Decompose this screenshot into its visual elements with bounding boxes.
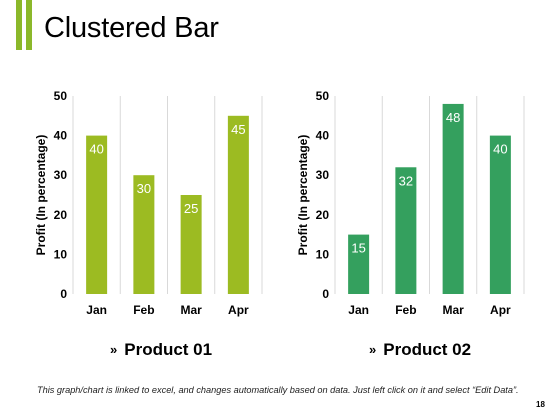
chart-product-02: 0 10 20 30 40 50 Profit (In percentage) 15 Jan 32…: [296, 89, 525, 317]
y-tick-label: 50: [316, 89, 330, 103]
y-tick-label: 30: [54, 168, 68, 182]
bar: [86, 135, 108, 294]
data-label: 25: [184, 201, 198, 216]
y-tick-label: 20: [316, 208, 330, 222]
footnote: This graph/chart is linked to excel, and…: [37, 385, 519, 395]
legend-label: Product 01: [124, 340, 213, 359]
bar: [489, 135, 511, 294]
y-tick-label: 30: [316, 168, 330, 182]
y-tick-label: 40: [54, 129, 68, 143]
accent-bar-right: [26, 0, 32, 50]
bar: [133, 175, 155, 294]
bar: [227, 115, 249, 294]
data-label: 15: [351, 241, 365, 256]
x-tick-label: Apr: [228, 303, 249, 317]
bar: [395, 167, 417, 294]
accent-bar-left: [16, 0, 22, 50]
y-tick-label: 0: [60, 287, 67, 301]
x-tick-label: Mar: [180, 303, 202, 317]
x-tick-label: Mar: [442, 303, 464, 317]
data-label: 40: [89, 142, 103, 157]
y-tick-label: 10: [316, 247, 330, 261]
legend-product-02: » Product 02: [369, 340, 471, 360]
y-tick-label: 40: [316, 129, 330, 143]
chevron-right-icon: »: [110, 342, 118, 357]
chart-product-01: 0 10 20 30 40 50 Profit (In percentage) 40 Jan 30…: [34, 89, 263, 317]
y-tick-label: 50: [54, 89, 68, 103]
x-tick-label: Apr: [490, 303, 511, 317]
slide-title: Clustered Bar: [44, 12, 219, 44]
y-tick-label: 20: [54, 208, 68, 222]
y-tick-label: 10: [54, 247, 68, 261]
page-number: 18: [536, 400, 545, 409]
chevron-right-icon: »: [369, 342, 377, 357]
data-label: 30: [137, 181, 151, 196]
x-tick-label: Feb: [133, 303, 154, 317]
legend-label: Product 02: [383, 340, 472, 359]
bar: [348, 234, 370, 294]
data-label: 40: [493, 142, 507, 157]
bar: [442, 103, 464, 294]
legend-product-01: » Product 01: [110, 340, 212, 360]
x-tick-label: Feb: [395, 303, 416, 317]
x-tick-label: Jan: [348, 303, 369, 317]
data-label: 32: [399, 173, 413, 188]
data-label: 48: [446, 110, 460, 125]
x-tick-label: Jan: [86, 303, 107, 317]
y-tick-label: 0: [322, 287, 329, 301]
y-axis-label: Profit (In percentage): [296, 135, 310, 256]
bar: [180, 195, 202, 294]
y-axis-label: Profit (In percentage): [34, 135, 48, 256]
data-label: 45: [231, 122, 245, 137]
